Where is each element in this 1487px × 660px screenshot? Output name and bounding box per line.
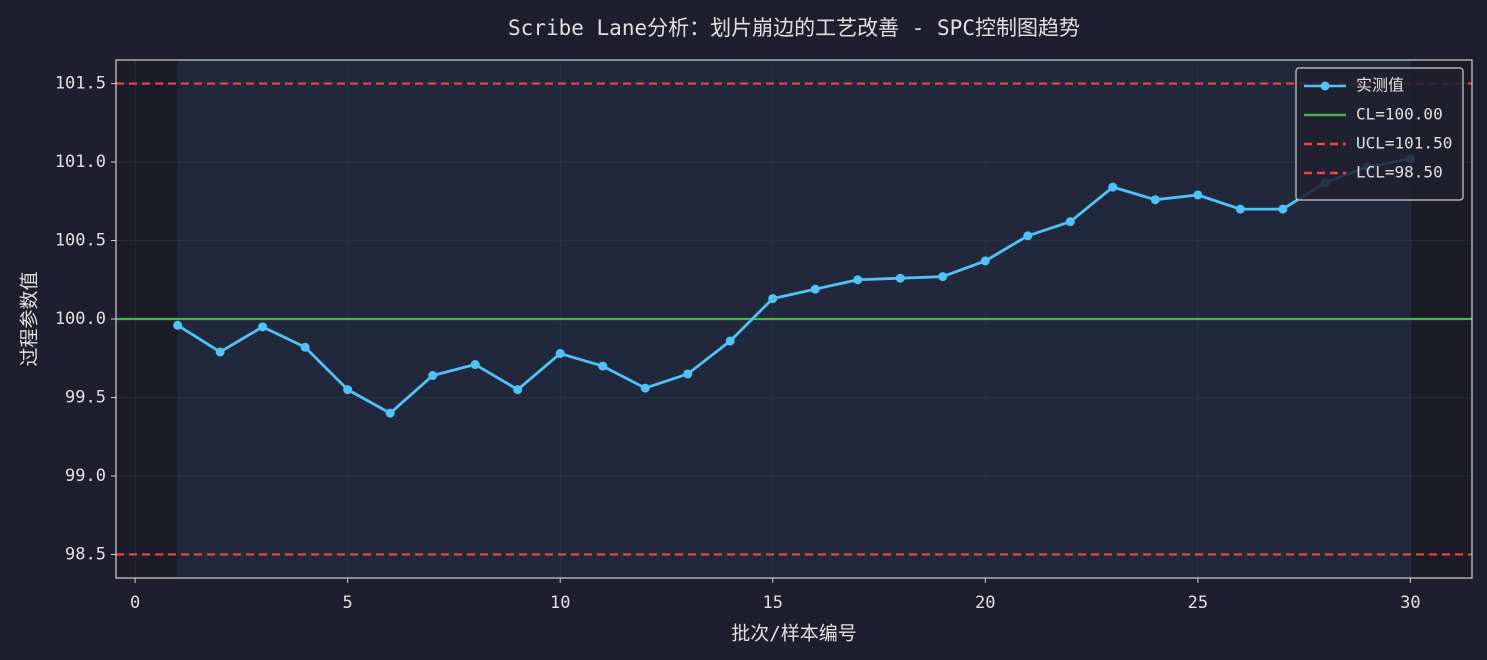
data-point (1108, 182, 1118, 192)
data-line (176, 157, 1411, 415)
legend-marker (1320, 81, 1330, 91)
data-point (938, 272, 948, 282)
y-tick-label: 98.5 (65, 544, 106, 564)
data-point (555, 349, 565, 359)
x-tick-label: 30 (1400, 593, 1420, 613)
legend-label: UCL=101.50 (1356, 134, 1452, 153)
x-tick-label: 20 (975, 593, 995, 613)
data-point (1193, 190, 1203, 200)
y-tick-label: 101.5 (55, 74, 106, 94)
data-point (343, 385, 353, 395)
data-point (768, 294, 778, 304)
data-point (1278, 204, 1288, 214)
legend-label: LCL=98.50 (1356, 163, 1443, 182)
y-tick-label: 100.5 (55, 231, 106, 251)
data-point (683, 369, 693, 379)
data-point (895, 273, 905, 283)
plot (116, 60, 1472, 578)
y-tick-label: 101.0 (55, 152, 106, 172)
data-point (980, 256, 990, 266)
x-axis-label: 批次/样本编号 (731, 623, 856, 645)
data-point (853, 275, 863, 285)
x-tick-label: 25 (1188, 593, 1208, 613)
data-point (1023, 231, 1033, 241)
legend-label: 实测值 (1356, 76, 1404, 95)
data-point (258, 322, 268, 332)
data-point (300, 342, 310, 352)
y-tick-label: 100.0 (55, 309, 106, 329)
y-tick-label: 99.5 (65, 387, 106, 407)
data-point (1150, 195, 1160, 205)
data-point (513, 385, 523, 395)
data-point (428, 371, 438, 381)
x-tick-label: 5 (343, 593, 353, 613)
data-point (810, 284, 820, 294)
data-point (385, 408, 395, 418)
legend-box (1295, 67, 1464, 201)
chart-title: Scribe Lane分析：划片崩边的工艺改善 - SPC控制图趋势 (508, 16, 1080, 40)
data-point (725, 336, 735, 346)
data-point (215, 347, 225, 357)
data-point (598, 361, 608, 371)
data-point (470, 360, 480, 370)
y-axis-label: 过程参数值 (19, 271, 41, 366)
legend-label: CL=100.00 (1356, 105, 1443, 124)
data-point (1065, 217, 1075, 227)
x-tick-label: 0 (130, 593, 140, 613)
y-tick-label: 99.0 (65, 466, 106, 486)
data-point (173, 320, 183, 330)
data-point (640, 383, 650, 393)
x-tick-label: 10 (550, 593, 570, 613)
data-point (1235, 204, 1245, 214)
x-tick-label: 15 (763, 593, 783, 613)
